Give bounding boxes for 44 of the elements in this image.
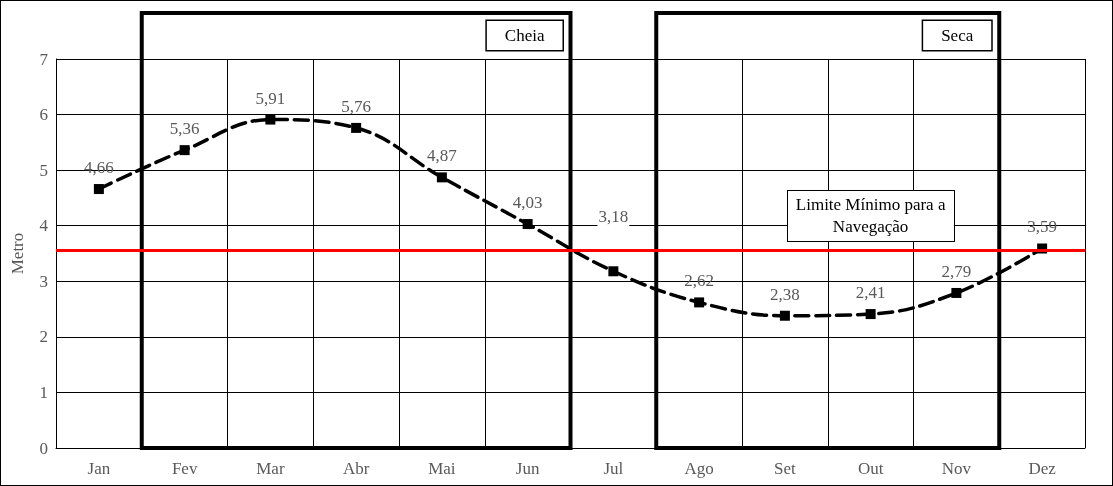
x-tick-label: Abr (342, 459, 370, 478)
data-label: 4,87 (427, 146, 458, 166)
x-tick-label: Jan (87, 459, 111, 478)
x-tick-label: Set (774, 459, 797, 478)
x-tick-label: Fev (171, 459, 198, 478)
point (265, 114, 276, 125)
band-label: Seca (941, 26, 974, 45)
x-tick-label: Ago (684, 459, 714, 478)
y-tick-label: 4 (39, 216, 49, 236)
x-tick-label: Jun (515, 459, 540, 478)
band-label: Cheia (504, 26, 545, 45)
x-tick-label: Mai (428, 459, 456, 478)
y-tick-label: 2 (39, 327, 48, 347)
data-label: 3,18 (598, 207, 629, 227)
point (522, 219, 533, 230)
y-tick-label: 1 (39, 382, 48, 402)
x-tick-label: Jul (603, 459, 624, 478)
point (436, 172, 447, 183)
x-tick-label: Nov (941, 459, 972, 478)
data-label: 5,36 (169, 119, 200, 139)
y-tick-label: 5 (39, 160, 48, 180)
point (179, 145, 190, 156)
y-axis-title: Metro (8, 232, 27, 275)
y-tick-label: 0 (39, 438, 48, 458)
y-tick-label: 6 (39, 105, 48, 125)
point (694, 297, 705, 308)
x-tick-label: Dez (1028, 459, 1057, 478)
point (93, 184, 104, 195)
data-label: 2,41 (855, 283, 886, 303)
point (951, 287, 962, 298)
y-tick-label: 3 (39, 271, 48, 291)
point (351, 122, 362, 133)
y-tick-label: 7 (39, 49, 49, 69)
data-label: 5,91 (255, 88, 286, 108)
ref-line-label: Limite Mínimo para a Navegação (786, 189, 955, 242)
data-label: 2,38 (770, 284, 800, 304)
point (779, 310, 790, 321)
x-tick-label: Out (857, 459, 884, 478)
data-label: 5,76 (341, 96, 371, 116)
point (865, 309, 876, 320)
x-tick-label: Mar (256, 459, 285, 478)
data-label: 2,79 (941, 261, 972, 281)
point (608, 266, 619, 277)
data-label: 4,03 (512, 193, 543, 213)
